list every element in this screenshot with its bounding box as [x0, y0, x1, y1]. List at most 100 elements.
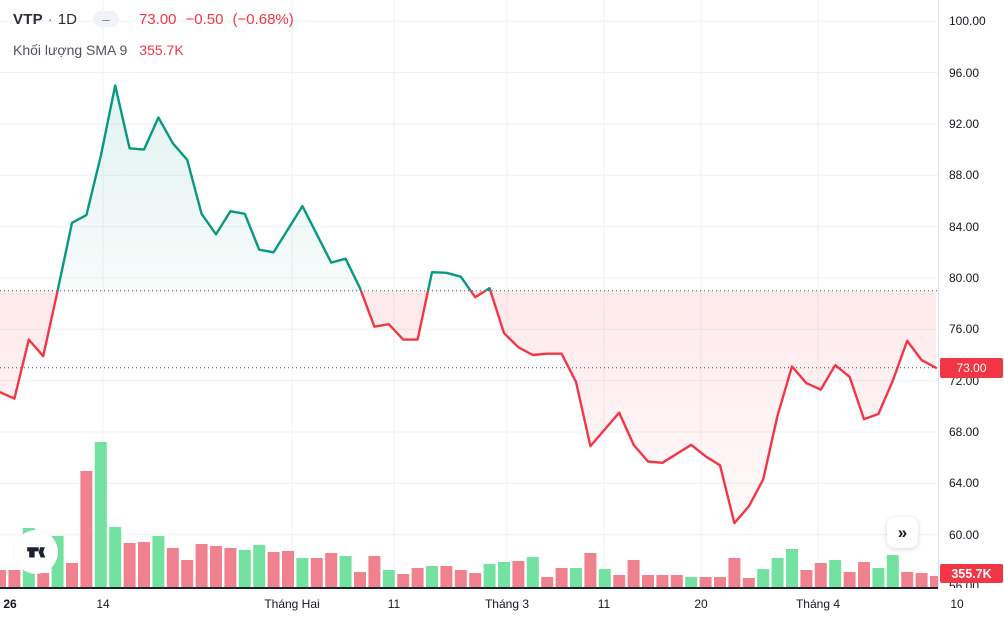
price-axis-label: 56.00	[949, 578, 980, 588]
price-line-down	[0, 290, 938, 525]
price-axis-label: 92.00	[949, 116, 980, 131]
time-axis-label: 11	[597, 597, 611, 611]
price-axis-label: 80.00	[949, 270, 980, 285]
volume-bar	[368, 556, 381, 588]
volume-bar	[411, 568, 424, 588]
volume-bar	[685, 577, 698, 588]
volume-bar	[642, 575, 654, 588]
volume-bar	[771, 558, 784, 588]
volume-bar	[0, 570, 6, 588]
volume-bar	[829, 560, 842, 588]
last-price: 73.00	[138, 10, 177, 28]
volume-bar	[296, 558, 309, 588]
scroll-to-latest-button[interactable]: »	[887, 517, 918, 548]
volume-bar	[224, 548, 237, 588]
volume-bar	[598, 569, 611, 588]
volume-bar	[627, 560, 640, 588]
last-price-badge: 73.00	[940, 357, 1003, 378]
volume-bar	[195, 544, 208, 588]
volume-bar	[339, 556, 352, 588]
price-change: −0.50	[185, 10, 224, 28]
volume-badge-value: 355.7K	[951, 566, 992, 581]
volume-bar	[238, 550, 251, 588]
time-axis-label: Tháng 3	[484, 597, 530, 611]
volume-bar	[138, 542, 150, 588]
price-axis-label: 84.00	[949, 219, 980, 234]
price-axis-label: 88.00	[949, 168, 980, 183]
minus-icon: –	[102, 11, 110, 27]
price-axis-label: 64.00	[949, 476, 980, 491]
volume-bar	[397, 574, 410, 588]
volume-bar	[728, 558, 741, 588]
price-axis-label: 96.00	[949, 65, 980, 80]
symbol-name[interactable]: VTP	[13, 10, 43, 28]
volume-bar	[757, 569, 770, 588]
symbol-row: VTP · 1D – 73.00 −0.50 (−0.68%)	[13, 8, 294, 30]
volume-bar	[94, 442, 107, 588]
volume-bar	[310, 558, 323, 588]
volume-bar	[714, 577, 726, 588]
volume-bar	[786, 549, 798, 588]
volume-bar	[37, 573, 50, 588]
volume-bar	[166, 548, 179, 588]
volume-bar	[80, 471, 93, 588]
volume-bar	[440, 566, 453, 588]
indicator-label[interactable]: Khối lượng SMA 9	[13, 42, 128, 58]
price-axis[interactable]: 56.00 60.00 64.00 68.00 72.00 76.00 80.00 84.00…	[938, 0, 1004, 588]
volume-bar	[8, 570, 21, 588]
legend-collapse-button[interactable]: –	[92, 11, 119, 27]
volume-bar	[613, 575, 626, 588]
interval-label[interactable]: 1D	[57, 10, 77, 28]
chart-pane[interactable]	[0, 0, 938, 588]
legend: VTP · 1D – 73.00 −0.50 (−0.68%) Khối lượ…	[13, 8, 294, 60]
volume-bar	[253, 545, 266, 588]
volume-bar	[483, 564, 496, 588]
volume-bar	[382, 570, 395, 588]
tradingview-logo-icon	[27, 547, 46, 558]
time-axis[interactable]: 26 14 Tháng Hai 11 Tháng 3 11 20 Tháng 4 10	[0, 588, 1004, 623]
double-chevron-right-icon: »	[897, 523, 908, 542]
volume-bar	[66, 563, 78, 588]
time-axis-label: 14	[96, 597, 110, 611]
volume-bar	[109, 527, 122, 588]
volume-bar	[886, 555, 899, 588]
volume-bar	[814, 563, 827, 588]
volume-bar	[670, 575, 683, 588]
price-axis-label: 68.00	[949, 424, 980, 439]
last-price-badge-value: 73.00	[956, 360, 987, 375]
volume-bar	[512, 561, 525, 588]
area-fill-above-baseline	[57, 85, 491, 291]
volume-bar	[872, 568, 885, 588]
symbol-separator: ·	[47, 10, 53, 28]
time-axis-label: 20	[694, 597, 708, 611]
volume-bar	[282, 551, 294, 588]
price-axis-label: 76.00	[949, 322, 980, 337]
time-axis-label: Tháng Hai	[264, 597, 320, 611]
volume-bar	[570, 568, 582, 588]
volume-bar	[930, 576, 938, 588]
volume-bar	[901, 572, 914, 588]
volume-bar	[181, 560, 194, 588]
price-change-percent: (−0.68%)	[232, 10, 294, 28]
area-fill-below-baseline	[0, 290, 936, 524]
volume-bar	[469, 573, 482, 588]
volume-bar	[354, 572, 366, 588]
volume-bar	[541, 577, 554, 588]
volume-bar	[800, 570, 813, 588]
tradingview-logo[interactable]	[14, 530, 58, 574]
price-values: 73.00 −0.50 (−0.68%)	[139, 11, 294, 28]
time-axis-label: 11	[387, 597, 401, 611]
volume-bar	[152, 536, 165, 588]
time-axis-label: 10	[950, 597, 964, 611]
indicator-value: 355.7K	[139, 42, 184, 58]
volume-bar	[454, 570, 467, 588]
time-axis-label: 26	[3, 597, 17, 611]
volume-bar	[325, 553, 338, 588]
volume-bar	[267, 552, 280, 588]
volume-bar	[584, 553, 597, 588]
volume-bar	[656, 575, 669, 588]
volume-bar	[526, 557, 539, 588]
price-axis-label: 60.00	[949, 527, 980, 542]
price-axis-label: 100.00	[949, 14, 986, 29]
